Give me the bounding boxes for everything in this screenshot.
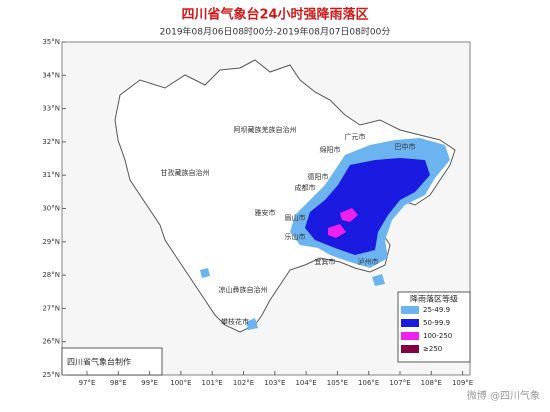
rain-area-25 [372,274,385,286]
rain-area-100 [340,208,358,222]
lat-label: 26°N [42,338,60,346]
lat-label: 25°N [42,371,60,379]
lat-label: 29°N [42,238,60,246]
lon-label: 109°E [452,379,473,387]
lon-label: 107°E [389,379,410,387]
legend-swatch [401,345,419,353]
region-label: 泸州市 [358,257,379,266]
region-label: 绵阳市 [320,145,341,154]
rain-area-25 [246,318,258,330]
lon-label: 106°E [358,379,379,387]
lon-label: 105°E [327,379,348,387]
lat-label: 33°N [42,105,60,113]
watermark: 微博 @四川气象 [467,389,540,402]
lat-label: 35°N [42,38,60,46]
lat-label: 34°N [42,71,60,79]
credit: 四川省气象台制作 [67,357,131,367]
rain-area-25 [200,268,210,278]
region-label: 乐山市 [285,232,306,241]
rain-area-100 [328,224,346,238]
lon-label: 98°E [110,379,127,387]
lat-label: 32°N [42,138,60,146]
legend-swatch [401,332,419,340]
lon-label: 101°E [202,379,223,387]
legend-label: ≥250 [423,345,442,353]
lon-label: 108°E [421,379,442,387]
credit-box [61,347,163,376]
region-label: 凉山彝族自治州 [219,285,268,294]
lon-label: 102°E [233,379,254,387]
legend-swatch [401,306,419,314]
legend-label: 100-250 [423,332,452,340]
legend-title: 降雨落区等级 [410,294,458,304]
lat-label: 27°N [42,304,60,312]
lon-label: 104°E [295,379,316,387]
region-label: 阿坝藏族羌族自治州 [234,125,297,134]
lat-label: 28°N [42,271,60,279]
legend-label: 25-49.9 [423,306,450,314]
lat-label: 31°N [42,171,60,179]
region-label: 成都市 [295,183,316,192]
legend-swatch [401,319,419,327]
region-label: 眉山市 [285,213,306,222]
lon-label: 99°E [141,379,158,387]
region-label: 德阳市 [308,172,329,181]
region-label: 雅安市 [255,208,276,217]
lat-label: 30°N [42,205,60,213]
lon-label: 100°E [170,379,191,387]
region-label: 甘孜藏族自治州 [161,168,210,177]
title: 四川省气象台24小时强降雨落区 [181,7,368,23]
lon-label: 97°E [79,379,96,387]
region-label: 广元市 [345,132,366,141]
region-label: 宜宾市 [315,257,336,266]
lon-label: 103°E [264,379,285,387]
subtitle: 2019年08月06日08时00分-2019年08月07日08时00分 [160,26,391,38]
legend-label: 50-99.9 [423,319,450,327]
region-label: 巴中市 [395,142,416,151]
region-label: 攀枝花市 [221,317,249,326]
